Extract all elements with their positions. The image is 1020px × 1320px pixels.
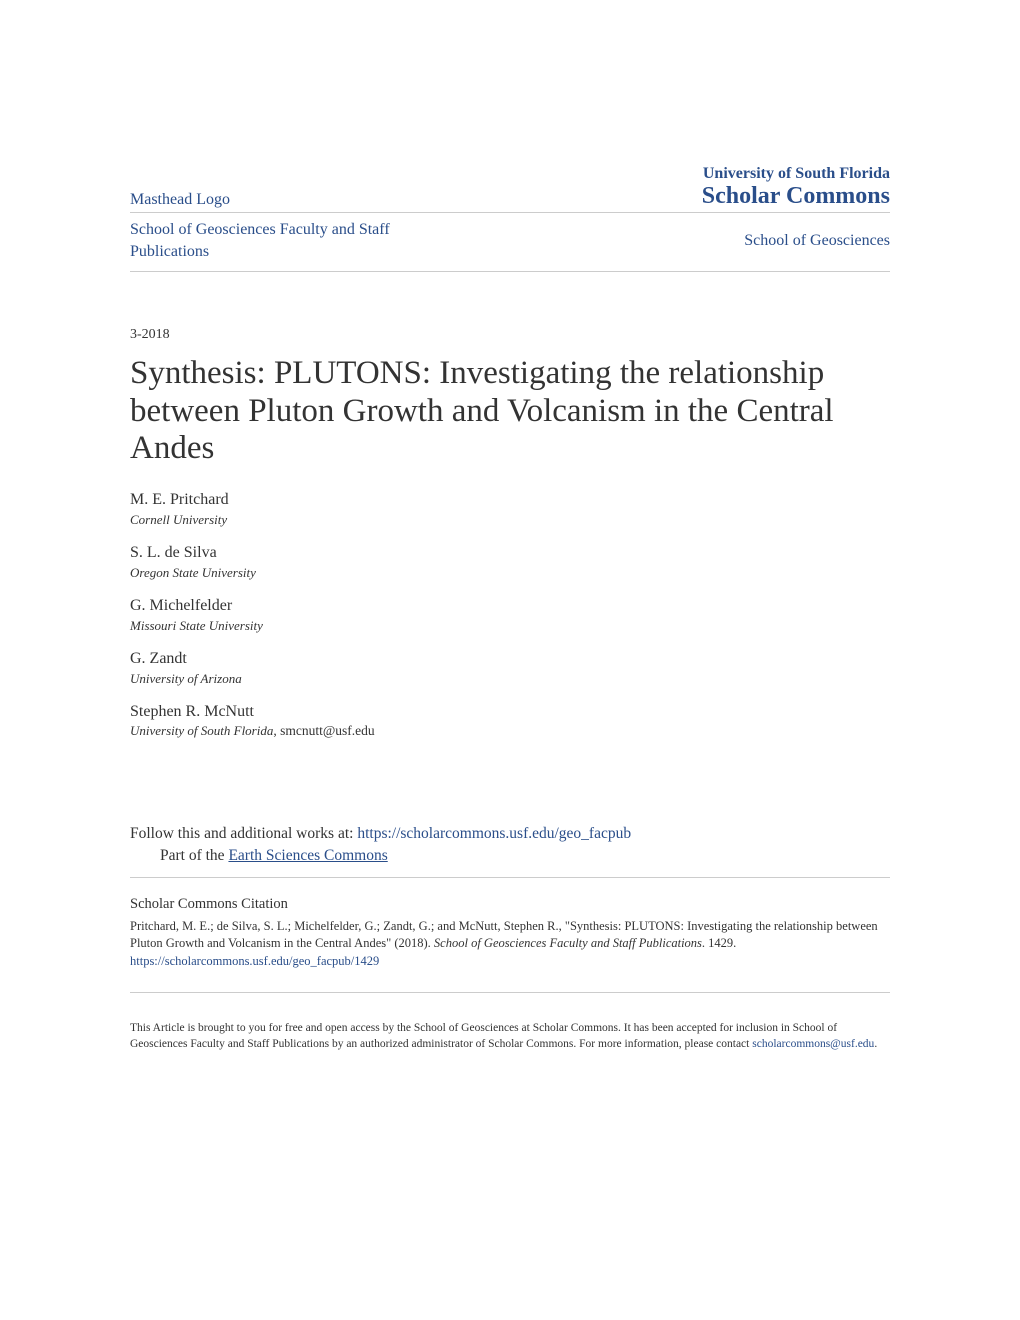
author-email: , smcnutt@usf.edu: [273, 723, 374, 738]
follow-url-link[interactable]: https://scholarcommons.usf.edu/geo_facpu…: [357, 825, 631, 842]
article-title: Synthesis: PLUTONS: Investigating the re…: [130, 355, 890, 469]
institution-name: University of South Florida: [702, 165, 890, 183]
author-block: S. L. de Silva Oregon State University: [130, 543, 890, 582]
author-affiliation: University of South Florida: [130, 723, 273, 738]
author-block: G. Zandt University of Arizona: [130, 649, 890, 688]
citation-heading: Scholar Commons Citation: [130, 896, 890, 913]
masthead-logo-link[interactable]: Masthead Logo: [130, 191, 230, 209]
author-name: Stephen R. McNutt: [130, 702, 890, 723]
publication-date: 3-2018: [130, 327, 890, 343]
citation-text-post: . 1429.: [702, 936, 736, 950]
author-affiliation: Cornell University: [130, 512, 227, 527]
footer-period: .: [874, 1038, 877, 1050]
department-link[interactable]: School of Geosciences: [744, 232, 890, 250]
institution-block: University of South Florida Scholar Comm…: [702, 165, 890, 209]
contact-email-link[interactable]: scholarcommons@usf.edu: [752, 1038, 874, 1050]
author-name: M. E. Pritchard: [130, 490, 890, 511]
follow-line: Follow this and additional works at: htt…: [130, 825, 890, 843]
follow-label: Follow this and additional works at:: [130, 825, 357, 842]
citation-section: Scholar Commons Citation Pritchard, M. E…: [130, 896, 890, 993]
part-of-line: Part of the Earth Sciences Commons: [130, 847, 890, 865]
header-row: Masthead Logo University of South Florid…: [130, 165, 890, 213]
author-name: G. Zandt: [130, 649, 890, 670]
citation-text-italic: School of Geosciences Faculty and Staff …: [434, 936, 702, 950]
authors-list: M. E. Pritchard Cornell University S. L.…: [130, 490, 890, 740]
author-affiliation: Missouri State University: [130, 618, 263, 633]
footer-text: This Article is brought to you for free …: [130, 1021, 890, 1052]
author-block: G. Michelfelder Missouri State Universit…: [130, 596, 890, 635]
author-affiliation: Oregon State University: [130, 565, 256, 580]
discipline-link[interactable]: Earth Sciences Commons: [228, 847, 387, 864]
citation-text: Pritchard, M. E.; de Silva, S. L.; Miche…: [130, 918, 890, 952]
author-block: Stephen R. McNutt University of South Fl…: [130, 702, 890, 741]
author-name: S. L. de Silva: [130, 543, 890, 564]
footer-body: This Article is brought to you for free …: [130, 1022, 837, 1050]
department-row: School of Geosciences Faculty and Staff …: [130, 219, 890, 271]
collection-link[interactable]: School of Geosciences Faculty and Staff …: [130, 219, 430, 262]
author-affiliation: University of Arizona: [130, 671, 242, 686]
follow-section: Follow this and additional works at: htt…: [130, 825, 890, 878]
author-block: M. E. Pritchard Cornell University: [130, 490, 890, 529]
part-of-label: Part of the: [160, 847, 228, 864]
author-name: G. Michelfelder: [130, 596, 890, 617]
repository-name-link[interactable]: Scholar Commons: [702, 183, 890, 209]
citation-url-link[interactable]: https://scholarcommons.usf.edu/geo_facpu…: [130, 954, 379, 968]
